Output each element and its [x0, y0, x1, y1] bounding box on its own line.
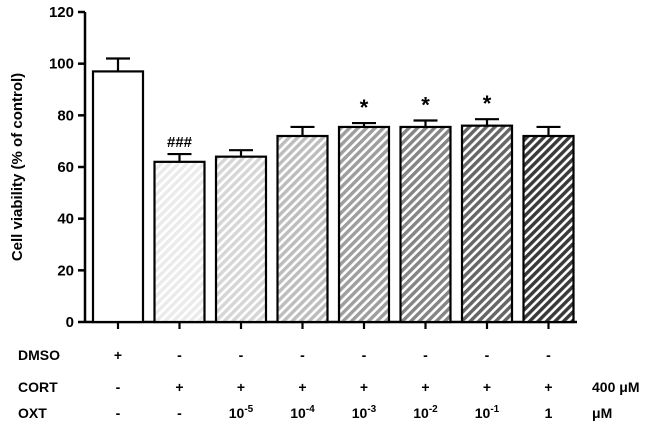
row-cort-cell-3: +	[237, 379, 245, 395]
row-label-oxt: OXT	[18, 405, 47, 421]
y-tick-label-120: 120	[49, 4, 74, 21]
bars	[91, 70, 575, 329]
row-unit-cort: 400 μM	[592, 379, 639, 395]
row-dmso-cell-3: -	[239, 347, 244, 363]
row-cort-cell-6: +	[421, 379, 429, 395]
y-tick-label-40: 40	[57, 211, 74, 228]
bar-7	[460, 124, 514, 324]
bar-2	[153, 160, 206, 324]
row-oxt-cell-7: 10-1	[475, 404, 500, 421]
y-tick-label-0: 0	[66, 314, 74, 331]
error-bar-6	[413, 119, 438, 127]
row-dmso-cell-1: +	[114, 347, 122, 363]
row-oxt-cell-1: -	[116, 405, 121, 421]
error-bar-4	[290, 125, 315, 136]
row-oxt-cell-4: 10-4	[290, 404, 315, 421]
y-tick-label-20: 20	[57, 262, 74, 279]
row-oxt-cell-2: -	[177, 405, 182, 421]
row-dmso-cell-7: -	[485, 347, 490, 363]
row-dmso-cell-2: -	[177, 347, 182, 363]
row-dmso-cell-6: -	[423, 347, 428, 363]
bar-3	[214, 155, 268, 324]
y-tick-label-60: 60	[57, 159, 74, 176]
annotation-7: *	[483, 91, 492, 116]
annotation-6: *	[421, 93, 430, 118]
row-oxt-cell-5: 10-3	[352, 404, 377, 421]
annotation-5: *	[360, 95, 369, 120]
row-dmso-cell-8: -	[546, 347, 551, 363]
row-unit-oxt: μM	[592, 405, 612, 421]
row-cort-cell-2: +	[175, 379, 183, 395]
y-tick-label-80: 80	[57, 107, 74, 124]
y-axis-label: Cell viability (% of control)	[9, 73, 26, 261]
error-bar-3	[229, 149, 253, 157]
error-bar-1	[106, 57, 130, 72]
error-bars	[106, 57, 561, 162]
error-bar-5	[352, 121, 376, 127]
error-bar-8	[536, 125, 561, 136]
row-label-dmso: DMSO	[18, 347, 60, 363]
row-oxt-cell-8: 1	[545, 405, 553, 421]
bar-4	[276, 134, 329, 324]
y-tick-label-100: 100	[49, 56, 74, 73]
bar-6	[399, 125, 452, 324]
row-cort-cell-7: +	[483, 379, 491, 395]
bar-1	[91, 70, 145, 324]
row-dmso-cell-4: -	[300, 347, 305, 363]
row-cort-cell-4: +	[298, 379, 306, 395]
error-bar-2	[167, 152, 192, 162]
row-cort-cell-1: -	[116, 379, 121, 395]
row-cort-cell-5: +	[360, 379, 368, 395]
bar-8	[522, 134, 575, 324]
y-ticks: 0 20 40 60 80 100 120	[49, 4, 85, 331]
row-oxt-cell-6: 10-2	[413, 404, 438, 421]
error-bar-7	[475, 118, 499, 126]
significance-annotations: ### * * *	[167, 91, 492, 151]
treatment-table: DMSO + - - - - - - - CORT - + + + + + + +400 μM OXT - - 10-5 1…	[18, 347, 639, 421]
row-label-cort: CORT	[18, 379, 58, 395]
row-oxt-cell-3: 10-5	[229, 404, 254, 421]
row-cort-cell-8: +	[544, 379, 552, 395]
row-dmso-cell-5: -	[362, 347, 367, 363]
bar-5	[337, 125, 391, 324]
annotation-2: ###	[167, 134, 193, 151]
